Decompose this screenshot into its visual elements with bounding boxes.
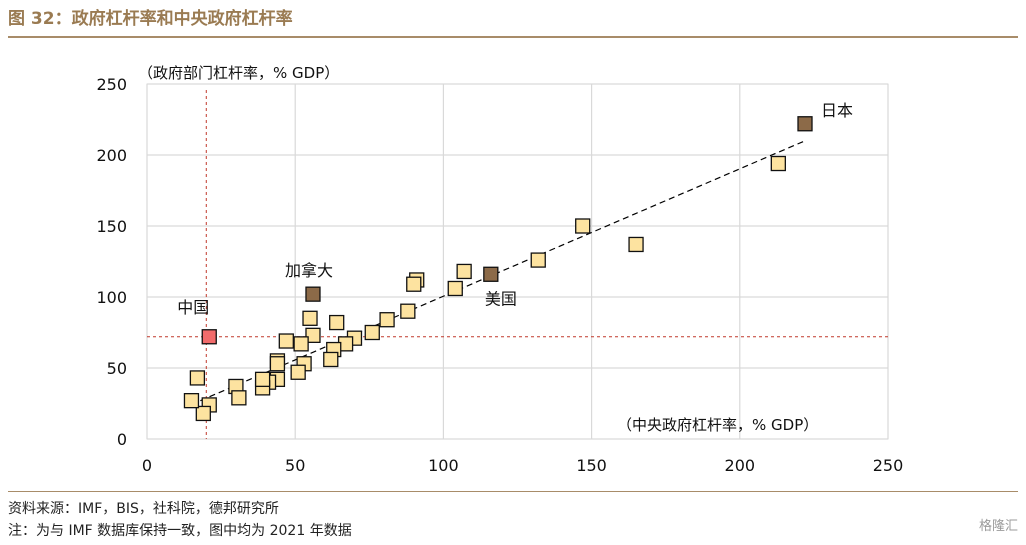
y-tick-label: 200 xyxy=(96,146,127,165)
data-point xyxy=(269,356,286,372)
data-point xyxy=(302,310,318,326)
highlighted-point xyxy=(483,266,499,282)
highlighted-point xyxy=(201,329,217,345)
data-point xyxy=(305,327,321,343)
data-point xyxy=(770,155,786,172)
point-label: 美国 xyxy=(485,289,517,308)
figure-title: 图 32：政府杠杆率和中央政府杠杆率 xyxy=(8,9,293,29)
data-point xyxy=(323,351,339,368)
data-point xyxy=(364,324,380,341)
data-point xyxy=(379,312,395,328)
data-point xyxy=(189,370,206,386)
x-tick-label: 250 xyxy=(873,456,904,475)
data-point xyxy=(456,263,472,280)
data-point xyxy=(293,336,309,352)
x-tick-label: 200 xyxy=(725,456,756,475)
data-point xyxy=(183,393,200,409)
source-note: 资料来源：IMF，BIS，社科院，德邦研究所 xyxy=(8,501,279,517)
tick-labels: 0 50 100 150 200 250 0 50 100 150 200 250 xyxy=(96,75,903,475)
footer-rule xyxy=(8,491,1018,492)
data-point xyxy=(278,333,294,349)
data-point xyxy=(628,236,644,253)
data-point xyxy=(195,405,211,422)
data-point xyxy=(254,371,271,388)
watermark: 格隆汇 xyxy=(978,519,1018,534)
y-tick-label: 150 xyxy=(96,217,127,236)
data-point xyxy=(400,303,416,319)
x-tick-label: 50 xyxy=(285,456,305,475)
x-axis-label: （中央政府杠杆率，% GDP） xyxy=(617,416,818,434)
reference-lines xyxy=(147,90,888,439)
data-point xyxy=(231,390,247,406)
title-rule xyxy=(8,36,1018,38)
data-point xyxy=(290,364,306,380)
y-tick-label: 250 xyxy=(96,75,127,94)
highlighted-point xyxy=(797,116,813,132)
y-tick-label: 100 xyxy=(96,288,127,307)
data-point xyxy=(575,218,591,234)
y-tick-label: 0 xyxy=(117,430,127,449)
point-label: 日本 xyxy=(821,101,853,120)
point-label: 中国 xyxy=(177,298,209,317)
highlighted-point xyxy=(305,286,321,302)
data-point xyxy=(406,276,422,292)
x-tick-label: 0 xyxy=(142,456,152,475)
x-tick-label: 100 xyxy=(428,456,459,475)
y-tick-label: 50 xyxy=(107,359,127,378)
footnote: 注：为与 IMF 数据库保持一致，图中均为 2021 年数据 xyxy=(8,523,352,539)
data-point xyxy=(447,280,463,297)
data-point xyxy=(530,252,546,268)
data-points xyxy=(183,116,813,422)
point-label: 加拿大 xyxy=(285,261,333,280)
data-point xyxy=(329,314,345,331)
y-axis-label: （政府部门杠杆率，% GDP） xyxy=(138,64,339,82)
x-tick-label: 150 xyxy=(576,456,607,475)
